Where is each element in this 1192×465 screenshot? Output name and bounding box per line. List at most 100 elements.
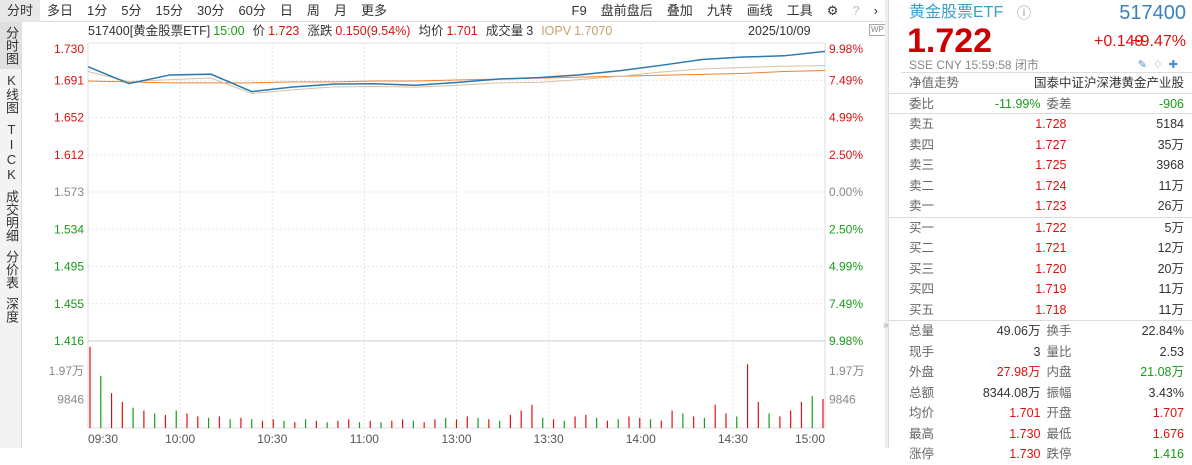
- y-tick-left: 1.455: [54, 297, 84, 311]
- nav-trend-row[interactable]: 净值走势 国泰中证沪深港黄金产业股: [901, 72, 1192, 93]
- change-value: 0.150(9.54%): [335, 24, 411, 38]
- y-tick-right: 0.00%: [829, 185, 863, 199]
- y-tick-right: 4.99%: [829, 260, 863, 274]
- iopv-line: [87, 65, 826, 94]
- y-tick-right: 9.98%: [829, 42, 863, 56]
- tool-0[interactable]: F9: [571, 2, 587, 18]
- tab-0[interactable]: 分时: [0, 0, 41, 22]
- y-tick-right: 2.50%: [829, 222, 863, 236]
- y-tick-left: 1.612: [54, 148, 84, 162]
- y-tick-left: 1.730: [54, 42, 84, 56]
- vol-tick-right: 1.97万: [829, 364, 864, 378]
- quote-panel: 黄金股票ETF ⓘ 517400 1.722 +0.149 +9.47% SSE…: [888, 0, 1192, 461]
- price-change: +0.149: [1094, 33, 1144, 50]
- market-status: SSE CNY 15:59:58 闭市: [909, 58, 1039, 72]
- stat-row: 最高 1.730 最低 1.676: [909, 426, 1184, 441]
- tab-9[interactable]: 月: [333, 2, 347, 18]
- iopv-value: 1.7070: [574, 24, 613, 38]
- tab-7[interactable]: 日: [279, 2, 293, 18]
- tool-1[interactable]: 盘前盘后: [600, 2, 653, 18]
- y-tick-right: 7.49%: [829, 73, 863, 87]
- stat-row: 涨停 1.730 跌停 1.416: [909, 447, 1184, 461]
- security-name: 黄金股票ETF: [909, 4, 1004, 21]
- asks-row[interactable]: 卖三 1.725 3968: [909, 158, 1184, 172]
- tab-5[interactable]: 30分: [196, 2, 225, 18]
- stat-row: 总量 49.06万 换手 22.84%: [909, 324, 1184, 338]
- gear-icon[interactable]: ⚙: [826, 2, 839, 18]
- x-tick: 13:00: [441, 432, 471, 446]
- y-tick-left: 1.534: [54, 222, 84, 236]
- stat-row: 均价 1.701 开盘 1.707: [909, 406, 1184, 420]
- vol-tick-right: 9846: [829, 392, 856, 406]
- avg-label: 均价: [418, 24, 444, 38]
- asks-row[interactable]: 卖二 1.724 11万: [909, 178, 1184, 193]
- tool-3[interactable]: 九转: [706, 2, 733, 18]
- bids-row[interactable]: 买二 1.721 12万: [909, 241, 1184, 255]
- bids-row[interactable]: 买一 1.722 5万: [909, 220, 1184, 235]
- vol-value: 3: [526, 24, 534, 38]
- info-time: 15:00: [213, 24, 245, 38]
- x-tick: 11:00: [350, 432, 379, 446]
- y-tick-left: 1.495: [54, 260, 84, 274]
- intraday-chart[interactable]: 1.730 9.98% 1.691 7.49% 1.652 4.99% 1.612 2.50%…: [22, 22, 885, 448]
- vol-tick-left: 9846: [57, 392, 84, 406]
- bids-row[interactable]: 买四 1.719 11万: [909, 282, 1184, 296]
- y-tick-right: 9.98%: [829, 334, 863, 348]
- vol-tick-left: 1.97万: [49, 364, 84, 378]
- view-tab-1[interactable]: K线图: [4, 73, 19, 114]
- x-tick: 09:30: [88, 432, 118, 446]
- x-tick: 10:30: [257, 432, 287, 446]
- y-tick-right: 7.49%: [829, 297, 863, 311]
- weibi-row: 委比 -11.99% 委差 -906: [889, 92, 1192, 114]
- avg-value: 1.701: [446, 24, 478, 38]
- stat-row: 现手 3 量比 2.53: [909, 344, 1184, 359]
- asks-row[interactable]: 卖四 1.727 35万: [909, 137, 1184, 152]
- tab-6[interactable]: 60分: [238, 2, 266, 18]
- y-tick-left: 1.652: [54, 111, 84, 125]
- stat-row: 总额 8344.08万 振幅 3.43%: [909, 385, 1184, 400]
- tool-2[interactable]: 叠加: [666, 2, 693, 18]
- asks-row[interactable]: 卖一 1.723 26万: [909, 199, 1184, 213]
- panel-collapse-handle[interactable]: »: [883, 0, 889, 448]
- view-tab-2[interactable]: TICK: [4, 122, 19, 182]
- y-tick-left: 1.573: [54, 185, 84, 199]
- view-tab-0[interactable]: 分时图: [0, 22, 22, 69]
- tab-3[interactable]: 5分: [121, 2, 142, 18]
- x-tick: 14:30: [718, 432, 748, 446]
- security-code: 517400: [1119, 2, 1186, 24]
- bids-row[interactable]: 买五 1.718 11万: [909, 302, 1184, 317]
- y-tick-left: 1.691: [54, 73, 84, 87]
- chart-date: 2025/10/09: [748, 24, 811, 38]
- change-label: 涨跌: [307, 24, 333, 38]
- edit-icon: ✎: [1137, 59, 1153, 71]
- tab-4[interactable]: 15分: [155, 2, 183, 18]
- view-tabs: 分时图 K线图 TICK 成交明细分价表深度: [0, 22, 22, 448]
- x-tick: 13:30: [534, 432, 564, 446]
- tab-1[interactable]: 多日: [47, 2, 74, 18]
- view-tab-3[interactable]: 成交明细: [4, 190, 19, 242]
- info-icon[interactable]: ⓘ: [1017, 5, 1031, 21]
- chevron-right-icon[interactable]: ›: [873, 2, 878, 18]
- panel-actions[interactable]: ✎♢✚: [1138, 58, 1184, 72]
- tool-5[interactable]: 工具: [786, 2, 813, 18]
- bids-row[interactable]: 买三 1.720 20万: [909, 261, 1184, 276]
- y-tick-left: 1.416: [54, 334, 84, 348]
- x-tick: 15:00: [795, 432, 825, 446]
- code-name: 517400[黄金股票ETF]: [88, 24, 211, 38]
- asks-row[interactable]: 卖五 1.728 5184: [909, 117, 1184, 131]
- help-icon[interactable]: ?: [852, 2, 860, 18]
- stat-row: 外盘 27.98万 内盘 21.08万: [909, 365, 1184, 379]
- bell-icon: ♢: [1152, 59, 1169, 71]
- tool-4[interactable]: 画线: [746, 2, 773, 18]
- avg-line: [87, 70, 826, 84]
- add-icon: ✚: [1168, 59, 1184, 71]
- tab-2[interactable]: 1分: [87, 2, 108, 18]
- view-tab-5[interactable]: 深度: [4, 297, 19, 323]
- view-tab-4[interactable]: 分价表: [4, 250, 19, 289]
- price-change-pct: +9.47%: [1131, 33, 1186, 50]
- price-label: 价: [252, 24, 266, 38]
- chart-info-line: 517400[黄金股票ETF] 15:00 价 1.723 涨跌 0.150(9…: [88, 23, 612, 39]
- price-value: 1.723: [268, 24, 300, 38]
- tab-8[interactable]: 周: [306, 2, 320, 18]
- tab-10[interactable]: 更多: [360, 2, 387, 18]
